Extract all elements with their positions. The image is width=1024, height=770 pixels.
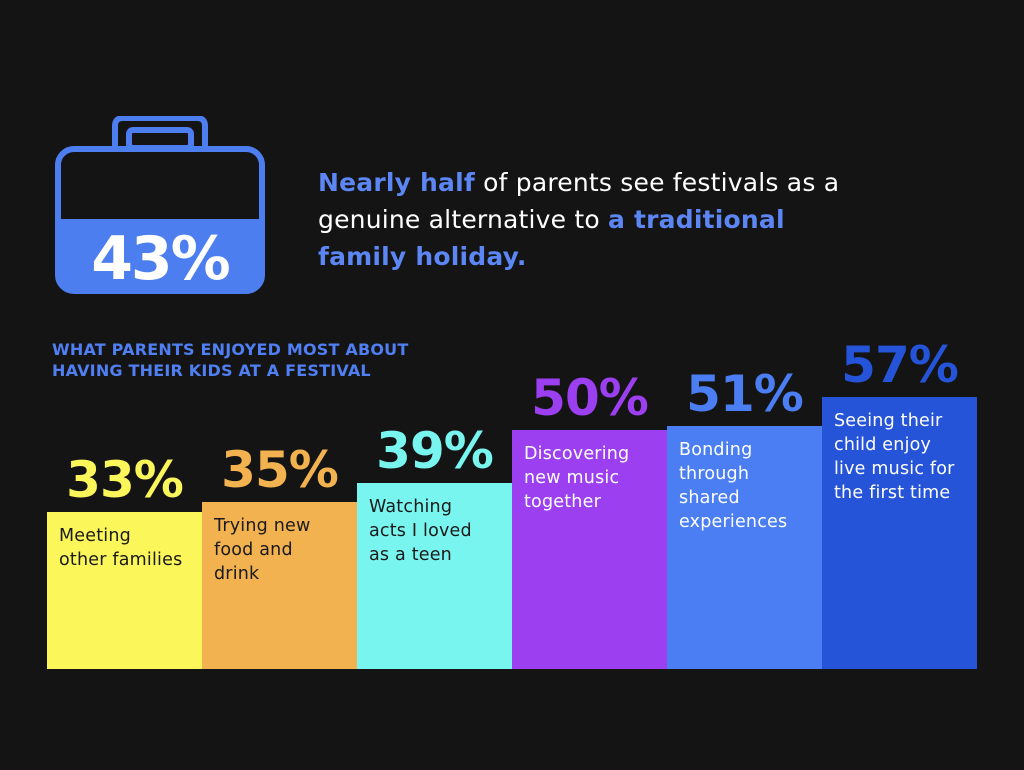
- suitcase-icon: 43%: [55, 116, 265, 294]
- bar-label-line: child enjoy: [834, 435, 932, 455]
- bar-value-label: 33%: [66, 451, 184, 509]
- bar-label-line: Meeting: [59, 526, 131, 546]
- bar-label-line: acts I loved: [369, 521, 472, 541]
- bar-label-line: Discovering: [524, 444, 630, 464]
- bar-label-line: as a teen: [369, 545, 452, 565]
- suitcase-fill: [58, 219, 262, 291]
- chart-subtitle: WHAT PARENTS ENJOYED MOST ABOUT HAVING T…: [52, 340, 409, 380]
- bar-label-line: Seeing their: [834, 411, 943, 431]
- bar-value-label: 57%: [841, 336, 959, 394]
- headline-text: of parents see festivals as a genuine al…: [318, 168, 840, 234]
- bar-label-line: Trying new: [214, 516, 311, 536]
- bar-label: Bonding through shared experiences: [679, 438, 810, 534]
- bar-value-label: 50%: [531, 369, 649, 427]
- bar-3: Watching acts I loved as a teen: [357, 483, 512, 669]
- bar-2: Trying new food and drink: [202, 502, 357, 669]
- bar-5: Bonding through shared experiences: [667, 426, 822, 669]
- bar-label-line: through: [679, 464, 750, 484]
- bar-label: Seeing their child enjoy live music for the…: [834, 409, 965, 505]
- bar-label-line: Watching: [369, 497, 453, 517]
- bar-label-line: new music: [524, 468, 620, 488]
- bar-value-label: 35%: [221, 441, 339, 499]
- bar-label: Discovering new music together: [524, 442, 655, 514]
- bar-value-label: 51%: [686, 365, 804, 423]
- bar-label: Meeting other families: [59, 524, 190, 572]
- bar-label-line: experiences: [679, 512, 788, 532]
- bar-label-line: together: [524, 492, 601, 512]
- case-stat: 43%: [91, 224, 229, 294]
- bar-label: Watching acts I loved as a teen: [369, 495, 500, 567]
- bar-label-line: Bonding: [679, 440, 753, 460]
- headline-highlight-2: a traditional family holiday.: [318, 205, 785, 271]
- bar-1: Meeting other families: [47, 512, 202, 669]
- headline: Nearly half of parents see festivals as …: [318, 164, 878, 275]
- bar-value-label: 39%: [376, 422, 494, 480]
- bar-label-line: live music for: [834, 459, 955, 479]
- bar-label-line: other families: [59, 550, 183, 570]
- bar-label-line: the first time: [834, 483, 951, 503]
- bar-label: Trying new food and drink: [214, 514, 345, 586]
- bar-label-line: shared: [679, 488, 740, 508]
- bar-label-line: drink: [214, 564, 260, 584]
- bar-4: Discovering new music together: [512, 430, 667, 669]
- bar-6: Seeing their child enjoy live music for the…: [822, 397, 977, 669]
- headline-highlight-1: Nearly half: [318, 168, 475, 197]
- bar-label-line: food and: [214, 540, 293, 560]
